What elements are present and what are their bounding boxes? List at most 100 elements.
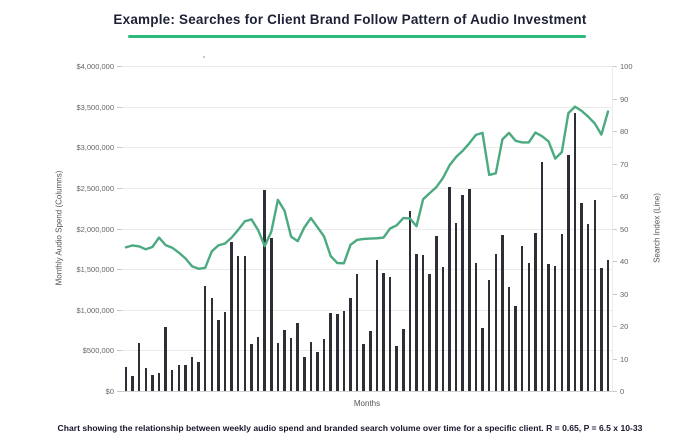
gridline [122,229,612,230]
audio-spend-bar [270,238,273,391]
audio-spend-bar [487,279,491,391]
audio-spend-bar [362,344,365,391]
title-underline [128,35,586,38]
audio-spend-bar [223,311,227,391]
audio-spend-bar [296,322,299,391]
y-left-tick-label: $3,500,000 [76,102,122,112]
audio-spend-bar [402,329,405,391]
gridline [122,350,612,351]
audio-spend-bar [342,310,346,391]
search-index-line [124,105,610,271]
audio-spend-bar [586,223,590,391]
gridline [122,310,612,311]
y-right-tick-label: 30 [611,289,629,299]
y-right-tick-label: 0 [611,387,625,396]
audio-spend-bar [355,273,359,391]
audio-spend-bar [329,312,332,391]
plot-area [122,66,613,392]
stray-dot-artifact [203,56,205,58]
audio-spend-bar [428,274,431,391]
audio-spend-bar [184,365,187,391]
audio-spend-bar [395,345,398,391]
audio-spend-bar [177,365,181,391]
audio-spend-bar [124,366,128,391]
audio-spend-bar [157,372,161,391]
audio-spend-bar [263,189,266,391]
audio-spend-bar [144,368,148,391]
audio-spend-bar [454,222,458,391]
caption: Chart showing the relationship between w… [57,423,643,433]
y-right-tick-label: 70 [611,159,629,169]
audio-spend-bar [369,331,372,391]
gridline [122,66,612,67]
audio-spend-bar [553,265,557,391]
audio-spend-bar [560,234,564,391]
gridline [122,147,612,148]
audio-spend-bar [230,242,233,391]
audio-spend-bar [520,246,524,391]
audio-spend-bar [217,319,220,391]
y-right-tick-label: 90 [611,94,629,104]
audio-spend-bar [309,341,313,391]
y-right-tick-label: 80 [611,127,629,136]
audio-spend-bar [567,155,570,391]
audio-spend-bar [236,256,240,391]
audio-spend-bar [382,273,385,391]
audio-spend-bar [593,200,597,391]
audio-spend-bar [501,235,504,391]
audio-spend-bar [243,256,247,391]
search-index-polyline [124,105,610,271]
gridline [122,188,612,189]
gridline [122,107,612,108]
y-axis-left-ticks: $4,000,000 $3,500,000 $3,000,000 $2,500,000… [28,62,123,396]
audio-spend-bar [474,262,478,391]
y-axis-left-title: Monthly Audio Spend (Columns) [54,170,64,286]
audio-spend-bar [316,351,319,391]
audio-spend-bar [580,202,583,391]
audio-spend-bar [573,113,577,391]
audio-spend-bar [481,327,484,391]
audio-spend-bar [349,298,352,391]
y-left-tick-label: $500,000 [82,346,123,356]
audio-spend-bar [283,330,286,391]
audio-spend-bar [448,186,451,391]
audio-spend-bar [276,342,280,391]
audio-spend-bar [151,374,154,391]
audio-spend-bar [600,267,603,391]
y-right-tick-label: 40 [611,257,629,266]
audio-spend-bar [514,305,517,391]
audio-spend-bar [256,336,260,391]
audio-spend-bar [303,356,306,391]
audio-spend-bar [540,161,544,391]
audio-spend-bar [547,264,550,391]
audio-spend-bar [435,235,438,391]
audio-spend-bar [527,262,531,391]
audio-spend-bar [164,326,167,391]
audio-spend-bar [388,276,392,391]
y-left-tick-label: $1,500,000 [76,265,122,275]
audio-spend-bar [289,338,293,391]
audio-spend-bar [210,298,214,391]
y-right-tick-label: 20 [611,322,629,331]
audio-spend-bar [190,356,194,391]
audio-spend-bar [197,361,200,391]
y-right-tick-label: 10 [611,354,629,364]
y-right-tick-label: 100 [612,62,633,71]
audio-spend-bar [461,194,464,391]
audio-spend-bar [137,343,141,391]
audio-spend-bar [494,253,497,391]
x-axis-title: Months [353,399,381,408]
audio-spend-bar [250,343,253,391]
audio-spend-bar [421,254,425,391]
y-axis-right-title: Search Index (Line) [652,193,662,263]
audio-spend-bar [441,266,445,391]
y-left-tick-label: $2,000,000 [76,224,122,234]
audio-spend-bar [322,339,326,391]
audio-spend-bar [507,287,511,391]
y-right-tick-label: 50 [611,224,629,234]
audio-spend-bar [468,188,471,391]
audio-spend-bar [375,260,379,391]
audio-spend-bar [534,233,537,391]
y-left-tick-label: $2,500,000 [76,183,122,193]
